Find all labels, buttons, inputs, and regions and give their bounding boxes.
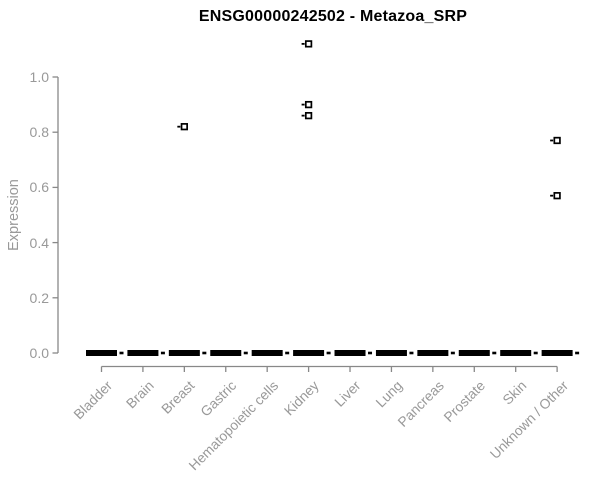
box-whisker-cap bbox=[533, 351, 538, 355]
y-tick-label: 0.2 bbox=[29, 289, 49, 306]
box bbox=[86, 350, 117, 356]
y-tick-label: 0.8 bbox=[29, 124, 49, 141]
outlier-point bbox=[553, 192, 561, 200]
box-whisker-cap bbox=[202, 351, 207, 355]
box-whisker-cap bbox=[450, 351, 455, 355]
outlier-point bbox=[553, 136, 561, 145]
box bbox=[293, 350, 325, 356]
box bbox=[417, 350, 449, 356]
box-whisker-cap bbox=[492, 351, 497, 355]
outlier-point bbox=[304, 111, 313, 120]
box-whisker-cap bbox=[575, 351, 580, 355]
box bbox=[500, 350, 532, 356]
box-whisker-cap bbox=[160, 351, 165, 355]
box-whisker-cap bbox=[243, 351, 248, 355]
box bbox=[375, 350, 407, 356]
outlier-point bbox=[180, 123, 188, 131]
box-whisker-cap bbox=[119, 351, 124, 355]
y-tick-label: 0.0 bbox=[29, 345, 49, 361]
box-whisker-cap bbox=[326, 351, 331, 355]
chart-title: ENSG00000242502 - Metazoa_SRP bbox=[198, 8, 468, 25]
box-whisker-cap bbox=[409, 351, 414, 355]
box bbox=[127, 350, 159, 356]
box bbox=[251, 350, 283, 356]
box bbox=[210, 350, 242, 356]
box-whisker-cap bbox=[368, 351, 373, 355]
y-tick-label: 1.0 bbox=[29, 69, 49, 85]
y-tick-label: 0.4 bbox=[29, 234, 49, 251]
box bbox=[334, 350, 366, 356]
box bbox=[168, 350, 200, 356]
box bbox=[541, 350, 573, 356]
box-whisker-cap bbox=[285, 351, 290, 355]
y-tick-label: 0.6 bbox=[29, 179, 49, 196]
outlier-point bbox=[304, 100, 313, 109]
outlier-point bbox=[304, 40, 313, 48]
box bbox=[458, 350, 490, 356]
